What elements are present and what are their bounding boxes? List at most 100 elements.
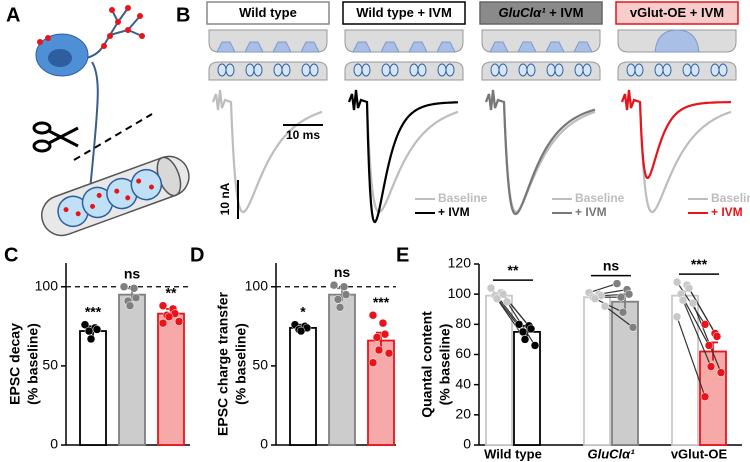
condition-box xyxy=(342,1,466,25)
pair-line xyxy=(676,316,706,397)
condition-box xyxy=(615,1,739,25)
receptor xyxy=(253,63,263,77)
baseline-trace xyxy=(211,89,323,214)
data-point xyxy=(688,298,698,308)
significance: ** xyxy=(508,262,519,278)
y-tick-label: 100 xyxy=(245,277,269,293)
title-part: vGlut-OE + IVM xyxy=(630,5,724,20)
data-point xyxy=(131,293,141,303)
data-point xyxy=(368,310,378,320)
significance: ns xyxy=(124,265,141,281)
data-point xyxy=(502,297,512,306)
pair-line xyxy=(604,305,634,328)
legend-label: + IVM xyxy=(575,205,607,219)
y-tick-label: 120 xyxy=(448,255,472,271)
postsynapse xyxy=(481,61,601,81)
y-tick-label: 0 xyxy=(50,436,58,452)
data-point xyxy=(384,348,394,358)
condition-title: Wild type + IVM xyxy=(356,5,452,20)
data-point xyxy=(706,362,716,371)
receptor xyxy=(526,63,536,77)
data-point xyxy=(518,327,528,337)
data-point xyxy=(339,282,349,291)
pair-line xyxy=(588,283,618,294)
bar xyxy=(157,312,185,446)
data-point xyxy=(372,333,382,342)
data-point xyxy=(368,358,378,367)
ivm-trace xyxy=(484,89,596,216)
data-point xyxy=(492,294,502,303)
data-point xyxy=(92,325,102,334)
title-part: GluClα¹ xyxy=(499,5,547,20)
scale-label: 10 ms xyxy=(286,128,320,142)
receptor xyxy=(546,63,556,77)
panel-label: C xyxy=(4,244,18,266)
release-site xyxy=(489,41,509,53)
data-point xyxy=(672,312,682,322)
significance: ns xyxy=(334,264,351,280)
data-point xyxy=(612,279,622,288)
data-point xyxy=(712,332,722,341)
receptor xyxy=(718,63,728,77)
receptor xyxy=(518,63,528,77)
y-tick-label: 40 xyxy=(455,375,471,391)
postsynapse xyxy=(344,61,464,81)
release-site xyxy=(272,41,292,53)
receptor xyxy=(309,63,319,77)
receptor xyxy=(273,63,283,77)
x-tick-label: GluClα¹ xyxy=(587,446,635,461)
legend-label: + IVM xyxy=(438,205,470,219)
legend-label: Baseline xyxy=(575,191,625,205)
receptor xyxy=(225,63,235,77)
receptor xyxy=(245,63,255,77)
bar xyxy=(485,294,513,446)
data-point xyxy=(628,323,638,332)
receptor xyxy=(389,63,399,77)
condition-title: vGlut-OE + IVM xyxy=(630,5,724,20)
receptor xyxy=(381,63,391,77)
data-point xyxy=(624,289,634,299)
baseline-trace xyxy=(620,89,732,214)
bar xyxy=(583,296,611,446)
condition-title: Wild type xyxy=(239,5,297,20)
data-point xyxy=(158,318,168,328)
data-point xyxy=(700,392,710,401)
release-site xyxy=(380,41,400,53)
data-point xyxy=(526,324,536,334)
receptor xyxy=(662,63,672,77)
data-point xyxy=(86,334,96,344)
condition-box xyxy=(479,1,603,25)
receptor xyxy=(634,63,644,77)
data-point xyxy=(129,284,139,293)
y-axis-label: (% baseline) xyxy=(25,323,41,405)
bar xyxy=(79,330,107,446)
ivm-trace xyxy=(620,89,731,180)
data-point xyxy=(380,329,390,339)
receptor xyxy=(281,63,291,77)
legend-label: Baseline xyxy=(438,191,488,205)
y-tick-label: 100 xyxy=(35,277,59,293)
y-axis-label: Quantal content xyxy=(419,311,435,418)
panel-label: A xyxy=(6,4,20,26)
y-axis-label: (% baseline) xyxy=(233,323,249,405)
data-point xyxy=(329,280,339,290)
data-point xyxy=(498,289,508,299)
baseline-trace xyxy=(484,89,596,214)
neuron-diagram xyxy=(32,5,190,237)
bar xyxy=(289,326,317,446)
bar xyxy=(611,300,639,446)
y-tick-label: 50 xyxy=(42,357,58,373)
release-site xyxy=(352,41,372,53)
title-part: Wild type xyxy=(239,5,297,20)
pair-line xyxy=(682,299,712,367)
release-site xyxy=(436,41,456,53)
y-tick-label: 80 xyxy=(455,315,471,331)
data-point xyxy=(672,277,682,287)
data-point xyxy=(514,320,524,329)
release-site xyxy=(408,41,428,53)
receptor xyxy=(682,63,692,77)
legend-label: + IVM xyxy=(711,205,743,219)
bar xyxy=(328,293,356,446)
receptor xyxy=(409,63,419,77)
